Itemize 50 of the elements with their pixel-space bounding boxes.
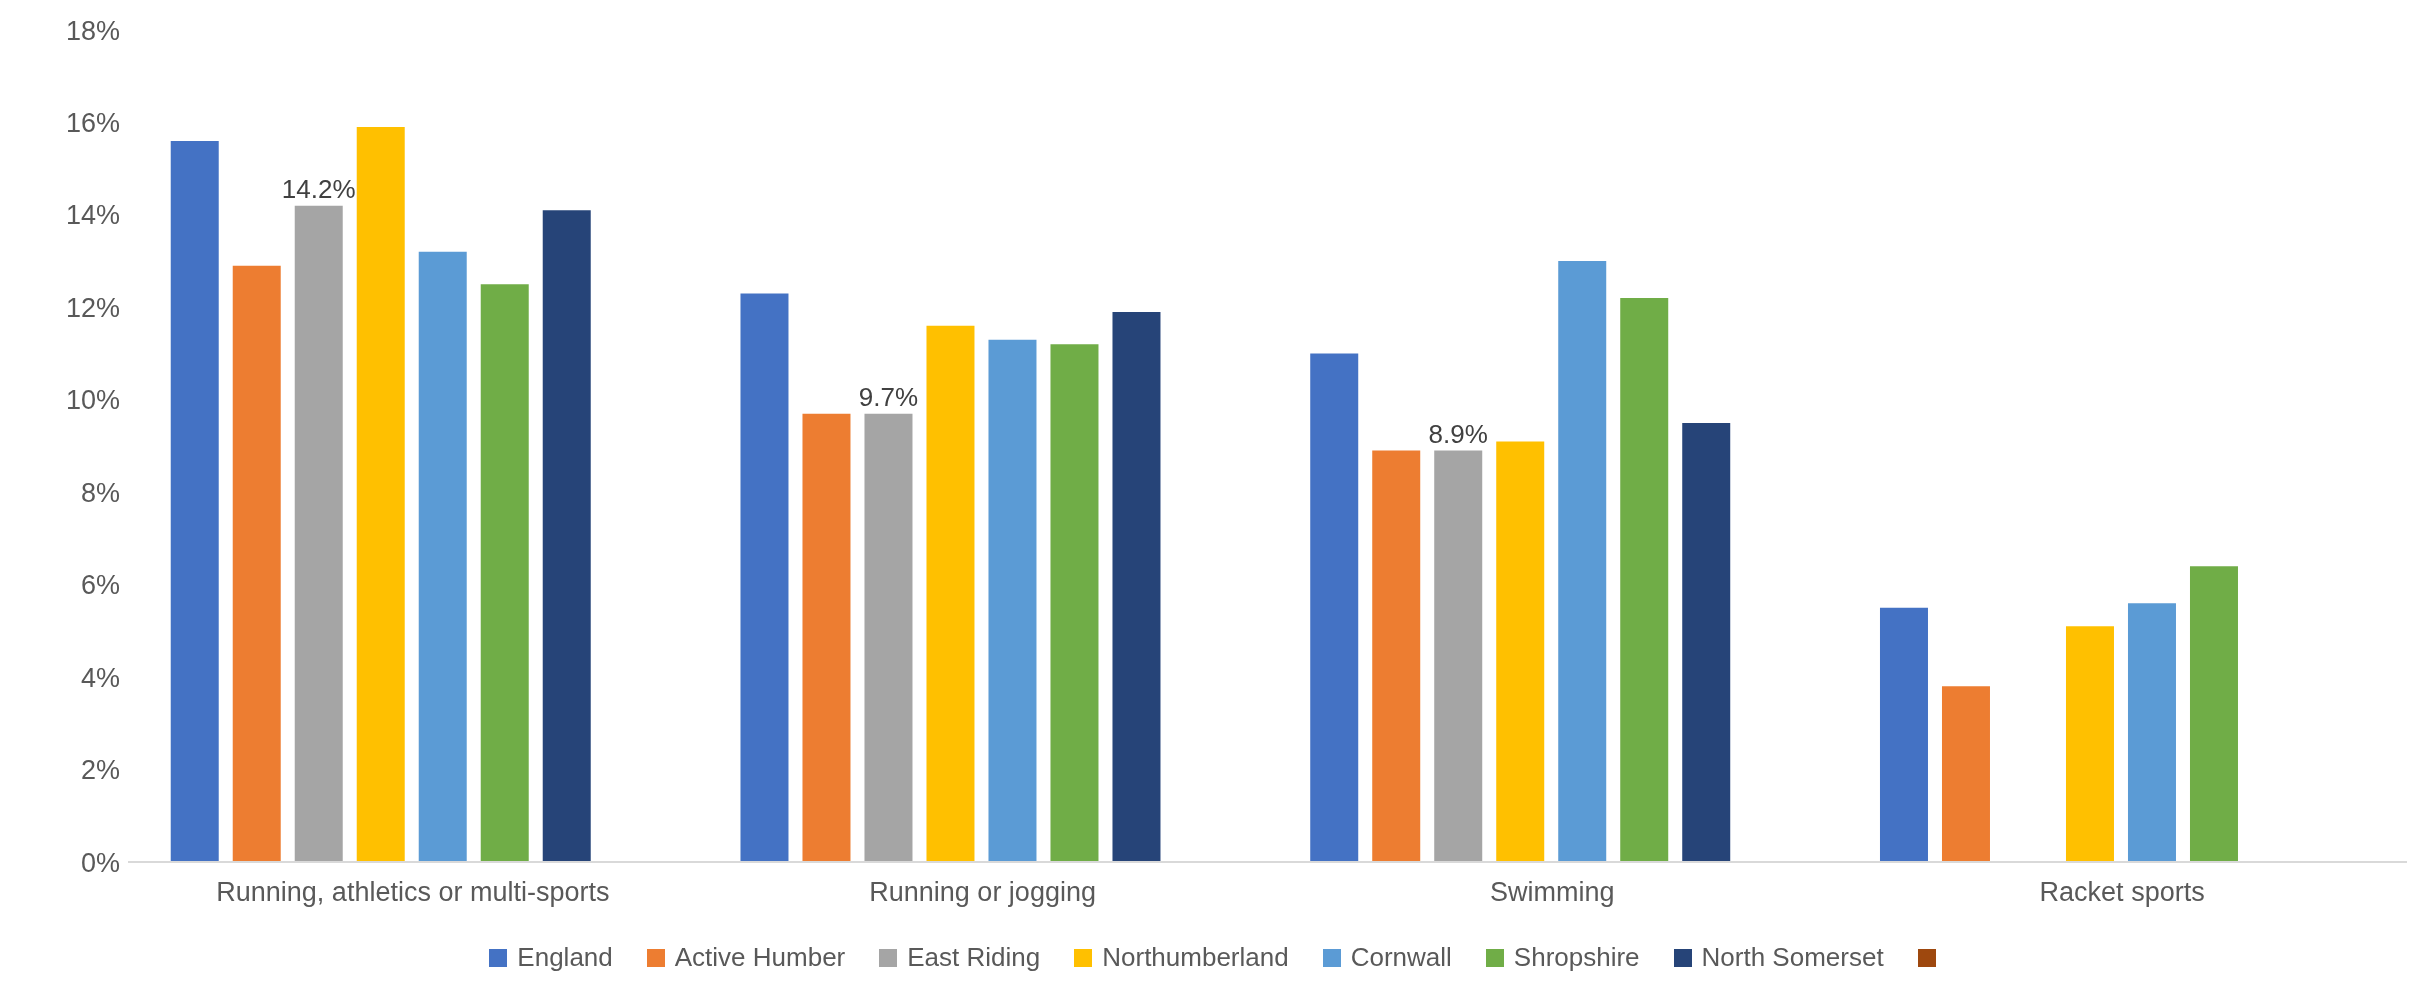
bar <box>2189 566 2238 862</box>
y-tick-label: 2% <box>80 755 120 786</box>
bar <box>864 413 913 862</box>
bar <box>480 284 529 862</box>
bar <box>418 251 467 862</box>
y-tick-label: 18% <box>65 15 120 46</box>
x-tick-label: Racket sports <box>2039 877 2205 908</box>
legend-label: Northumberland <box>1102 942 1289 973</box>
y-tick-label: 4% <box>80 662 120 693</box>
legend-label: North Somerset <box>1701 942 1884 973</box>
x-tick-label: Swimming <box>1490 877 1615 908</box>
bar <box>542 210 591 862</box>
data-label: 14.2% <box>281 173 356 204</box>
y-tick-label: 8% <box>80 477 120 508</box>
legend-label: Cornwall <box>1350 942 1452 973</box>
bar <box>1620 298 1669 862</box>
bar <box>1372 450 1421 862</box>
bar <box>1879 607 1928 862</box>
bar <box>926 325 975 862</box>
x-tick-label: Running or jogging <box>869 877 1096 908</box>
data-label: 8.9% <box>1428 418 1488 449</box>
bar <box>2127 603 2176 862</box>
bar <box>1941 686 1990 862</box>
bar <box>1310 353 1359 862</box>
data-label: 9.7% <box>858 381 919 412</box>
bar <box>1050 344 1099 862</box>
y-tick-label: 0% <box>80 847 120 878</box>
bar <box>294 205 343 862</box>
bar <box>740 293 789 862</box>
bar <box>1558 261 1607 862</box>
bar <box>1496 441 1545 862</box>
bar <box>988 339 1037 862</box>
bar <box>232 265 281 862</box>
bar <box>1434 450 1483 862</box>
x-tick-label: Running, athletics or multi-sports <box>216 877 610 908</box>
y-tick-label: 16% <box>65 108 120 139</box>
y-tick-label: 12% <box>65 292 120 323</box>
legend-label: England <box>517 942 613 973</box>
y-tick-label: 6% <box>80 570 120 601</box>
bar <box>356 127 405 862</box>
bar <box>1112 311 1161 862</box>
legend-label: Active Humber <box>674 942 846 973</box>
y-tick-label: 14% <box>65 200 120 231</box>
y-tick-label: 10% <box>65 385 120 416</box>
bar <box>1682 422 1731 862</box>
legend-label: East Riding <box>907 942 1041 973</box>
bar <box>802 413 851 862</box>
bar <box>2065 626 2114 862</box>
bar <box>170 140 219 862</box>
legend-label: Shropshire <box>1513 942 1640 973</box>
